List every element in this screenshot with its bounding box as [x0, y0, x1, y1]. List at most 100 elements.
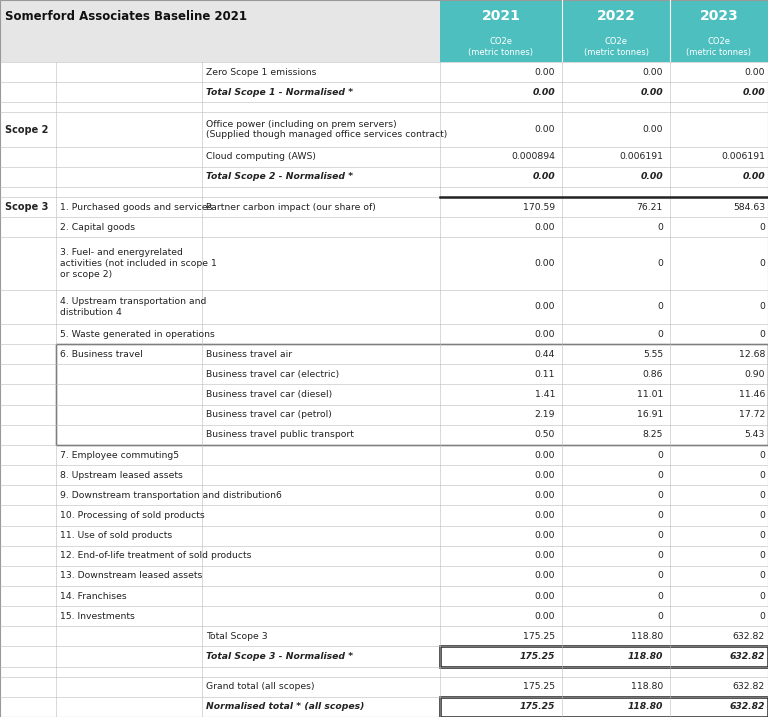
Text: 13. Downstream leased assets: 13. Downstream leased assets — [60, 571, 203, 581]
Text: 12.68: 12.68 — [739, 350, 765, 358]
Text: Grand total (all scopes): Grand total (all scopes) — [206, 683, 315, 691]
Text: 0.00: 0.00 — [535, 450, 555, 460]
Text: 7. Employee commuting5: 7. Employee commuting5 — [60, 450, 179, 460]
Bar — [0, 606, 768, 627]
Bar — [0, 187, 768, 197]
Text: 0: 0 — [759, 511, 765, 520]
Text: 5.43: 5.43 — [745, 430, 765, 440]
Text: 0: 0 — [759, 223, 765, 232]
Bar — [0, 465, 768, 485]
Text: 76.21: 76.21 — [637, 203, 663, 212]
Text: 0.00: 0.00 — [535, 531, 555, 540]
Text: 1.41: 1.41 — [535, 390, 555, 399]
Text: Total Scope 3: Total Scope 3 — [206, 632, 267, 641]
Text: 5.55: 5.55 — [643, 350, 663, 358]
Bar — [0, 217, 768, 237]
Bar — [0, 364, 768, 384]
Text: 0: 0 — [759, 470, 765, 480]
Text: CO2e
(metric tonnes): CO2e (metric tonnes) — [468, 37, 534, 57]
Text: 4. Upstream transportation and
distribution 4: 4. Upstream transportation and distribut… — [60, 297, 207, 317]
Bar — [0, 324, 768, 344]
Text: 0.00: 0.00 — [743, 87, 765, 97]
Bar — [440, 0, 768, 32]
Text: 0.00: 0.00 — [535, 551, 555, 560]
Bar — [0, 445, 768, 465]
Text: 0.00: 0.00 — [535, 67, 555, 77]
Text: 0.00: 0.00 — [743, 172, 765, 181]
Text: 175.25: 175.25 — [523, 683, 555, 691]
Bar — [0, 566, 768, 586]
Bar — [0, 586, 768, 606]
Text: 8.25: 8.25 — [643, 430, 663, 440]
Text: Business travel car (petrol): Business travel car (petrol) — [206, 410, 332, 419]
Text: Cloud computing (AWS): Cloud computing (AWS) — [206, 152, 316, 161]
Text: Business travel car (electric): Business travel car (electric) — [206, 370, 339, 379]
Text: 5. Waste generated in operations: 5. Waste generated in operations — [60, 330, 215, 338]
Text: CO2e
(metric tonnes): CO2e (metric tonnes) — [687, 37, 752, 57]
Bar — [0, 32, 440, 62]
Text: Normalised total * (all scopes): Normalised total * (all scopes) — [206, 703, 364, 711]
Text: 2023: 2023 — [700, 9, 738, 23]
Text: 0: 0 — [657, 330, 663, 338]
Bar — [0, 344, 768, 364]
Text: 0: 0 — [657, 470, 663, 480]
Text: 10. Processing of sold products: 10. Processing of sold products — [60, 511, 205, 520]
Bar — [0, 627, 768, 647]
Text: Partner carbon impact (our share of): Partner carbon impact (our share of) — [206, 203, 376, 212]
Text: 0.44: 0.44 — [535, 350, 555, 358]
Text: 0.00: 0.00 — [641, 172, 663, 181]
Text: Scope 2: Scope 2 — [5, 125, 48, 135]
Text: 0.006191: 0.006191 — [721, 152, 765, 161]
Bar — [0, 647, 768, 667]
Text: 0: 0 — [759, 612, 765, 621]
Bar — [0, 526, 768, 546]
Text: 0.00: 0.00 — [535, 511, 555, 520]
Text: 3. Fuel- and energyrelated
activities (not included in scope 1
or scope 2): 3. Fuel- and energyrelated activities (n… — [60, 248, 217, 279]
Text: 0.00: 0.00 — [535, 571, 555, 581]
Text: 0.90: 0.90 — [744, 370, 765, 379]
Bar — [0, 424, 768, 445]
Text: 0: 0 — [759, 551, 765, 560]
Text: 1. Purchased goods and services: 1. Purchased goods and services — [60, 203, 213, 212]
Text: 0.00: 0.00 — [643, 67, 663, 77]
Text: 0: 0 — [759, 592, 765, 601]
Bar — [562, 32, 670, 62]
Text: 0.000894: 0.000894 — [511, 152, 555, 161]
Bar — [0, 82, 768, 103]
Text: 0: 0 — [657, 612, 663, 621]
Text: 0: 0 — [657, 571, 663, 581]
Bar — [0, 677, 768, 697]
Text: 118.80: 118.80 — [631, 632, 663, 641]
Text: 0.00: 0.00 — [532, 172, 555, 181]
Text: 0: 0 — [657, 592, 663, 601]
Text: 0.86: 0.86 — [643, 370, 663, 379]
Text: 0.00: 0.00 — [535, 612, 555, 621]
Text: 175.25: 175.25 — [520, 703, 555, 711]
Text: 175.25: 175.25 — [520, 652, 555, 661]
Text: 14. Franchises: 14. Franchises — [60, 592, 127, 601]
Text: 2. Capital goods: 2. Capital goods — [60, 223, 135, 232]
Bar — [0, 505, 768, 526]
Bar — [440, 32, 562, 62]
Text: 0: 0 — [657, 303, 663, 311]
Text: 0.00: 0.00 — [532, 87, 555, 97]
Bar — [0, 147, 768, 167]
Bar — [0, 237, 768, 290]
Bar — [670, 0, 768, 32]
Text: 11.01: 11.01 — [637, 390, 663, 399]
Text: 2.19: 2.19 — [535, 410, 555, 419]
Text: 8. Upstream leased assets: 8. Upstream leased assets — [60, 470, 183, 480]
Text: Business travel car (diesel): Business travel car (diesel) — [206, 390, 332, 399]
Text: 2022: 2022 — [597, 9, 635, 23]
Bar — [0, 404, 768, 424]
Bar — [0, 290, 768, 324]
Text: 6. Business travel: 6. Business travel — [60, 350, 143, 358]
Text: Business travel air: Business travel air — [206, 350, 292, 358]
Text: 0: 0 — [657, 511, 663, 520]
Text: 632.82: 632.82 — [733, 632, 765, 641]
Text: 0.00: 0.00 — [535, 223, 555, 232]
Text: Business travel public transport: Business travel public transport — [206, 430, 354, 440]
Text: 2021: 2021 — [482, 9, 521, 23]
Text: 0.00: 0.00 — [535, 470, 555, 480]
Text: 0.00: 0.00 — [535, 125, 555, 134]
